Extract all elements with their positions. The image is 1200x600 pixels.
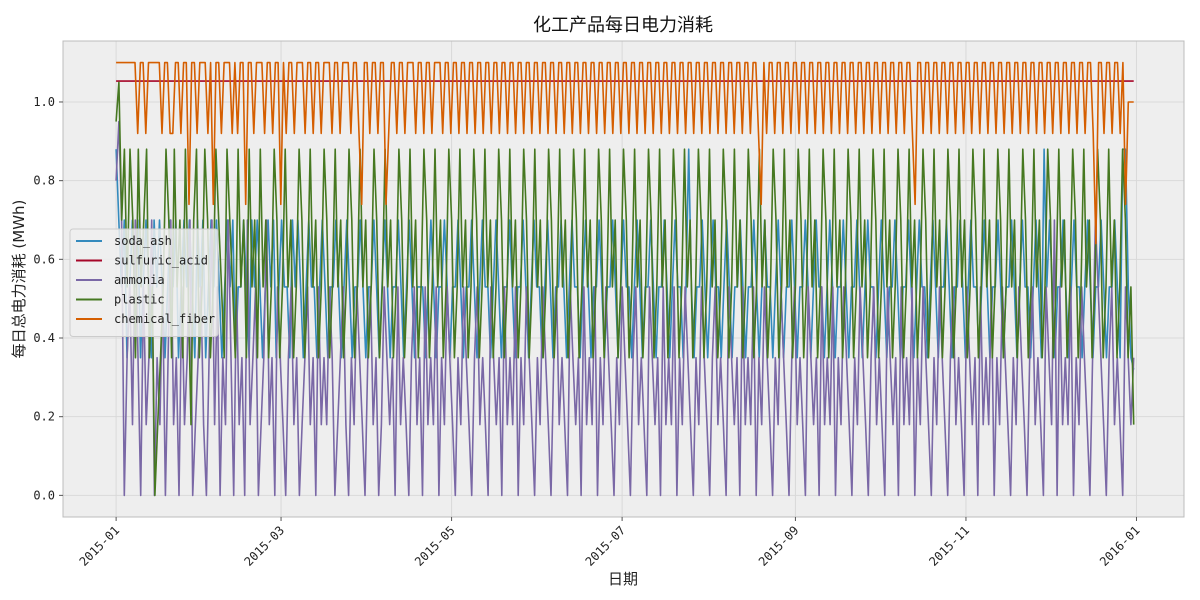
series-line-soda_ash xyxy=(115,148,1135,370)
x-axis-label: 日期 xyxy=(608,570,638,588)
legend-label-plastic: plastic xyxy=(114,293,165,307)
y-tick-label: 0.4 xyxy=(33,331,55,345)
y-tick-label: 0.2 xyxy=(33,410,55,424)
y-axis-label: 每日总电力消耗 (MWh) xyxy=(10,200,28,359)
legend-label-sulfuric_acid: sulfuric_acid xyxy=(114,254,208,268)
y-tick-label: 0.8 xyxy=(33,174,55,188)
y-tick-label: 0.6 xyxy=(33,252,55,266)
legend-box xyxy=(69,228,219,337)
series-line-plastic xyxy=(115,81,1135,497)
series-line-chemical_fiber xyxy=(116,61,1134,245)
legend-label-ammonia: ammonia xyxy=(114,273,165,287)
plot-frame xyxy=(62,40,1185,518)
legend-label-chemical_fiber: chemical_fiber xyxy=(114,312,215,326)
y-tick-label: 0.0 xyxy=(33,488,55,502)
y-axis: 0.0 0.2 0.4 0.6 0.8 1.0 xyxy=(33,95,63,502)
chart-title: 化工产品每日电力消耗 xyxy=(533,15,713,36)
y-tick-label: 1.0 xyxy=(33,95,55,109)
series-line-ammonia xyxy=(115,120,1135,497)
legend-label-soda_ash: soda_ash xyxy=(114,234,172,248)
series-layer xyxy=(115,61,1135,497)
